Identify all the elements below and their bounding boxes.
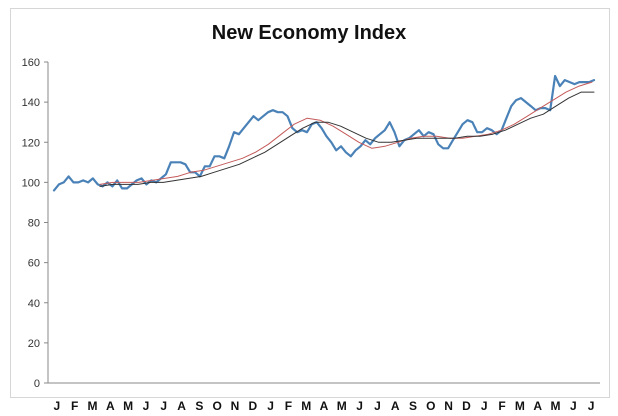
y-tick-label: 20 bbox=[28, 338, 40, 350]
x-tick-label: J bbox=[588, 399, 595, 413]
x-tick-label: A bbox=[391, 399, 400, 413]
x-tick-label: A bbox=[177, 399, 186, 413]
x-tick-label: O bbox=[212, 399, 221, 413]
x-tick-label: J bbox=[374, 399, 381, 413]
y-tick-label: 40 bbox=[28, 298, 40, 310]
x-tick-label: J bbox=[143, 399, 150, 413]
x-tick-label: M bbox=[88, 399, 98, 413]
y-tick-label: 140 bbox=[22, 97, 40, 109]
x-tick-label: D bbox=[248, 399, 257, 413]
x-tick-label: A bbox=[106, 399, 115, 413]
x-tick-label: F bbox=[498, 399, 505, 413]
x-tick-label: A bbox=[320, 399, 329, 413]
x-tick-label: J bbox=[160, 399, 167, 413]
series-line-ma_long bbox=[99, 91, 595, 187]
y-tick-label: 160 bbox=[22, 57, 40, 69]
y-tick-label: 60 bbox=[28, 258, 40, 270]
x-tick-label: A bbox=[533, 399, 542, 413]
y-tick-label: 0 bbox=[34, 378, 40, 390]
x-tick-label: J bbox=[481, 399, 488, 413]
x-tick-label: J bbox=[570, 399, 577, 413]
series-line-index bbox=[52, 74, 596, 192]
x-tick-label: F bbox=[285, 399, 292, 413]
x-tick-label: S bbox=[195, 399, 203, 413]
x-tick-label: N bbox=[231, 399, 240, 413]
axes bbox=[44, 61, 600, 384]
x-tick-label: F bbox=[71, 399, 78, 413]
chart-frame bbox=[10, 8, 610, 398]
x-tick-label: M bbox=[550, 399, 560, 413]
x-tick-label: J bbox=[267, 399, 274, 413]
y-tick-label: 80 bbox=[28, 218, 40, 230]
x-tick-label: M bbox=[123, 399, 133, 413]
x-tick-label: J bbox=[54, 399, 61, 413]
series-lines bbox=[52, 74, 596, 192]
y-tick-label: 120 bbox=[22, 137, 40, 149]
x-tick-label: M bbox=[301, 399, 311, 413]
y-tick-label: 100 bbox=[22, 177, 40, 189]
x-tick-label: N bbox=[444, 399, 453, 413]
x-tick-label: M bbox=[515, 399, 525, 413]
x-tick-label: J bbox=[356, 399, 363, 413]
x-tick-label: S bbox=[409, 399, 417, 413]
x-tick-label: D bbox=[462, 399, 471, 413]
chart-title: New Economy Index bbox=[211, 22, 407, 44]
x-tick-label: O bbox=[426, 399, 435, 413]
series-line-ma_short bbox=[99, 81, 593, 185]
x-tick-label: M bbox=[337, 399, 347, 413]
